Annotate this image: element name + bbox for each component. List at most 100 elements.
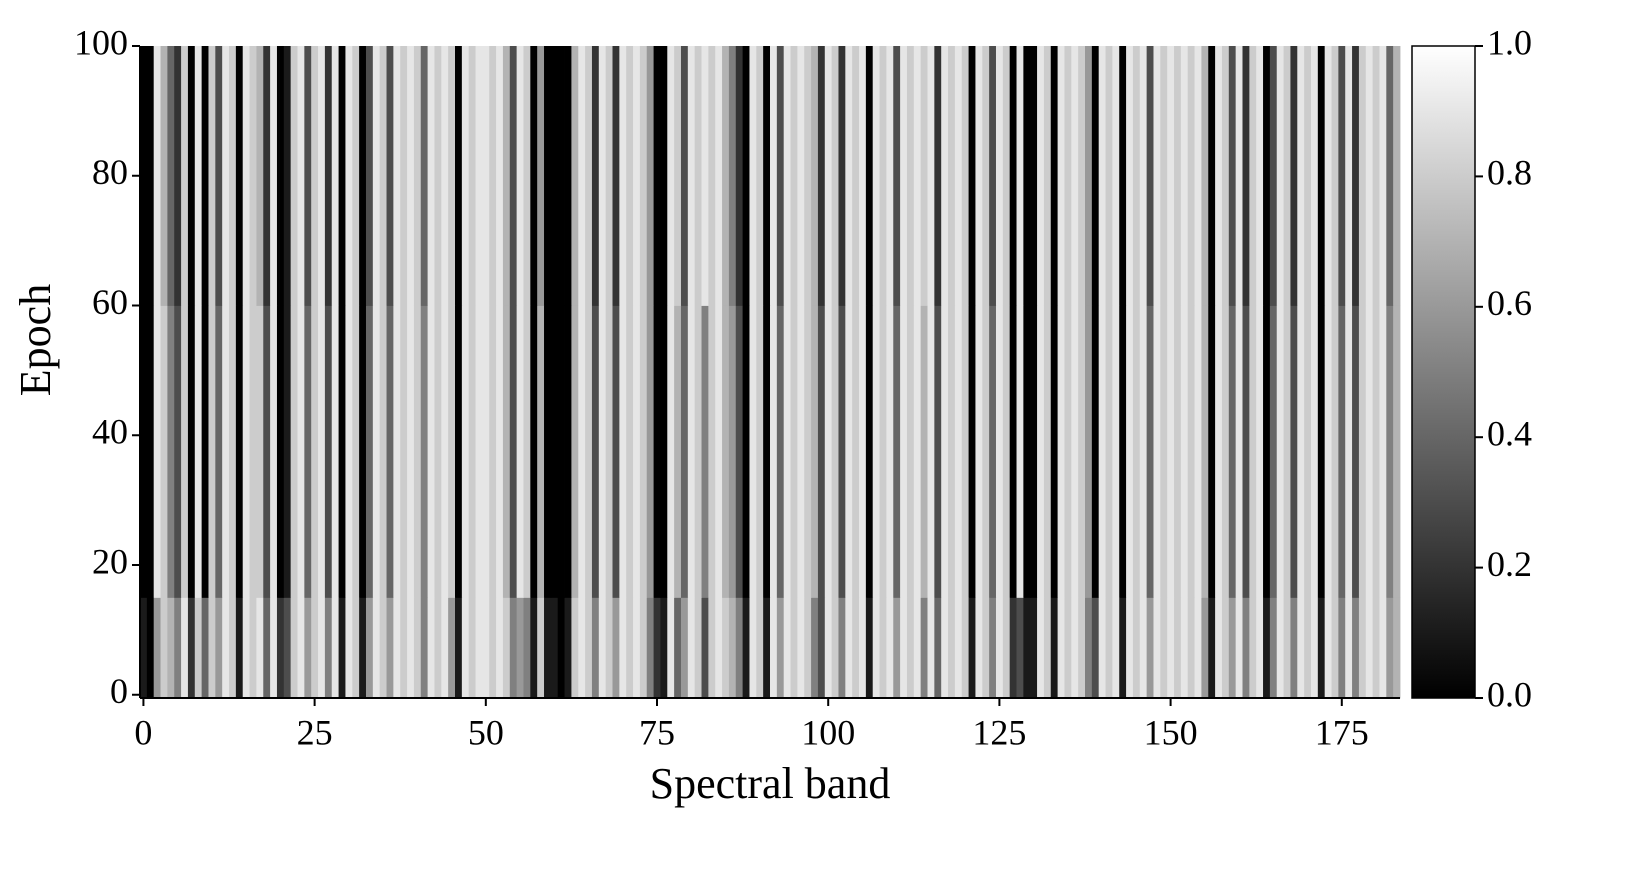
- heatmap-cell: [680, 305, 689, 598]
- heatmap-cell: [968, 46, 976, 306]
- heatmap-cell: [420, 46, 429, 306]
- heatmap-cell: [1221, 597, 1230, 699]
- heatmap-cell: [1139, 597, 1148, 699]
- heatmap-cell: [1167, 305, 1175, 598]
- heatmap-cell: [496, 46, 504, 306]
- heatmap-cell: [461, 305, 470, 598]
- heatmap-cell: [667, 305, 675, 598]
- heatmap-cell: [852, 46, 860, 306]
- heatmap-cell: [653, 46, 661, 306]
- heatmap-cell: [1393, 597, 1401, 699]
- heatmap-cell: [1174, 305, 1182, 598]
- heatmap-cell: [961, 46, 969, 306]
- heatmap-cell: [420, 305, 429, 598]
- heatmap-cell: [927, 46, 935, 306]
- heatmap-cell: [1256, 305, 1264, 598]
- heatmap-cell: [338, 305, 346, 598]
- heatmap-cell: [838, 305, 846, 598]
- heatmap-cell: [1091, 305, 1100, 598]
- heatmap-cell: [365, 597, 374, 699]
- heatmap-cell: [1201, 46, 1209, 306]
- heatmap-cell: [722, 305, 730, 598]
- heatmap-cell: [1310, 305, 1319, 598]
- heatmap-cell: [468, 305, 476, 598]
- heatmap-cell: [838, 46, 846, 306]
- heatmap-cell: [1187, 305, 1195, 598]
- heatmap-cell: [1386, 305, 1394, 598]
- heatmap-cell: [859, 46, 867, 306]
- heatmap-cell: [304, 305, 312, 598]
- heatmap-cell: [1338, 305, 1346, 598]
- heatmap-cell: [530, 597, 538, 699]
- heatmap-cell: [455, 305, 463, 598]
- heatmap-cell: [674, 46, 682, 306]
- heatmap-cell: [680, 597, 689, 699]
- heatmap-cell: [694, 597, 702, 699]
- heatmap-cell: [229, 305, 237, 598]
- heatmap-cell: [811, 597, 819, 699]
- heatmap-cell: [365, 46, 374, 306]
- heatmap-cell: [1235, 46, 1243, 306]
- heatmap-cell: [934, 46, 942, 306]
- heatmap-cell: [626, 597, 634, 699]
- heatmap-cell: [153, 46, 161, 306]
- heatmap-cell: [735, 305, 744, 598]
- heatmap-cell: [359, 597, 367, 699]
- heatmap-cell: [297, 46, 305, 306]
- heatmap-cell: [1221, 305, 1230, 598]
- heatmap-cell: [550, 46, 559, 306]
- heatmap-cell: [1263, 597, 1271, 699]
- heatmap-cell: [160, 597, 168, 699]
- heatmap-cell: [1174, 46, 1182, 306]
- heatmap-cell: [523, 597, 531, 699]
- heatmap-cell: [879, 305, 887, 598]
- heatmap-cell: [318, 305, 326, 598]
- heatmap-cell: [824, 597, 833, 699]
- heatmap-cell: [413, 305, 422, 598]
- heatmap-cell: [639, 597, 648, 699]
- x-tick-label: 25: [297, 712, 333, 752]
- heatmap-cell: [489, 597, 497, 699]
- heatmap-cell: [790, 46, 798, 306]
- heatmap-cell: [482, 597, 490, 699]
- heatmap-cell: [646, 597, 654, 699]
- heatmap-cell: [653, 597, 661, 699]
- heatmap-cell: [1365, 46, 1374, 306]
- heatmap-cell: [345, 46, 353, 306]
- heatmap-cell: [1372, 597, 1380, 699]
- heatmap-cell: [482, 305, 490, 598]
- colorbar-tick-label: 0.8: [1487, 153, 1532, 193]
- y-tick-label: 0: [110, 671, 128, 711]
- heatmap-cell: [1085, 305, 1093, 598]
- heatmap-cell: [427, 597, 435, 699]
- heatmap-cell: [1146, 305, 1154, 598]
- heatmap-cell: [708, 46, 716, 306]
- heatmap-cell: [954, 46, 963, 306]
- x-tick-label: 100: [801, 712, 855, 752]
- heatmap-cell: [181, 305, 189, 598]
- heatmap-cell: [626, 46, 634, 306]
- heatmap-cell: [1187, 597, 1195, 699]
- colorbar: [1411, 45, 1476, 699]
- heatmap-cell: [557, 597, 565, 699]
- heatmap-cell: [1331, 305, 1339, 598]
- heatmap-cell: [311, 305, 319, 598]
- heatmap-cell: [215, 597, 223, 699]
- colorbar-tick-label: 0.2: [1487, 544, 1532, 584]
- heatmap-cell: [318, 46, 326, 306]
- heatmap-cell: [427, 46, 435, 306]
- heatmap-cell: [1324, 305, 1332, 598]
- heatmap-cell: [605, 46, 613, 306]
- heatmap-cell: [434, 597, 442, 699]
- heatmap-cell: [270, 597, 278, 699]
- heatmap-cell: [865, 46, 874, 306]
- heatmap-cell: [1269, 597, 1278, 699]
- heatmap-cell: [509, 305, 518, 598]
- heatmap-cell: [496, 597, 504, 699]
- heatmap-cell: [1352, 305, 1360, 598]
- heatmap-cell: [297, 597, 305, 699]
- heatmap-cell: [701, 46, 709, 306]
- heatmap-cell: [770, 305, 778, 598]
- heatmap-cell: [1174, 597, 1182, 699]
- heatmap-cell: [872, 46, 880, 306]
